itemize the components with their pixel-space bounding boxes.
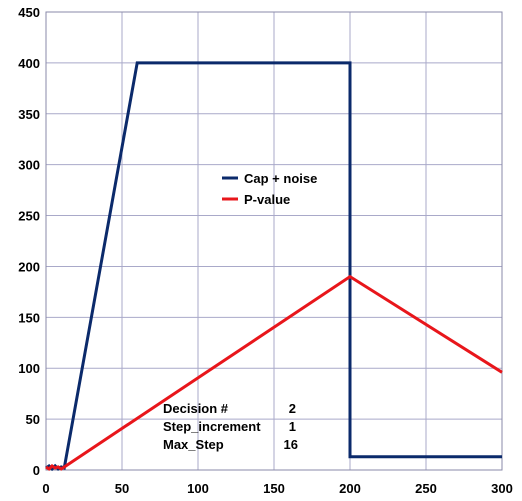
- legend-label-cap-noise: Cap + noise: [244, 171, 317, 186]
- x-tick-label-50: 50: [115, 481, 129, 496]
- y-tick-label-300: 300: [18, 158, 40, 173]
- annotation-value-max-step: 16: [284, 437, 298, 452]
- series-line-p-value: [45, 274, 503, 471]
- x-tick-label-250: 250: [415, 481, 437, 496]
- x-tick-label-150: 150: [263, 481, 285, 496]
- tick-labels: 0 50 100 150 200 250 300 0 50 100 150 200 250 300 350 4…: [18, 5, 513, 496]
- x-tick-label-200: 200: [339, 481, 361, 496]
- annotation-label-max-step: Max_Step: [163, 437, 224, 452]
- x-tick-label-300: 300: [491, 481, 513, 496]
- annotation-label-decision: Decision #: [163, 401, 229, 416]
- legend: Cap + noise P-value: [222, 171, 317, 207]
- annotation-block: Decision # 2 Step_increment 1 Max_Step 1…: [163, 401, 298, 452]
- series-lines: [45, 61, 503, 472]
- annotation-label-step-increment: Step_increment: [163, 419, 261, 434]
- y-tick-label-450: 450: [18, 5, 40, 20]
- y-tick-label-350: 350: [18, 107, 40, 122]
- y-tick-label-250: 250: [18, 209, 40, 224]
- y-tick-label-150: 150: [18, 310, 40, 325]
- y-tick-label-400: 400: [18, 56, 40, 71]
- y-tick-label-50: 50: [26, 412, 40, 427]
- grid: [45, 11, 503, 471]
- x-tick-label-0: 0: [42, 481, 49, 496]
- legend-label-p-value: P-value: [244, 192, 290, 207]
- annotation-value-step-increment: 1: [289, 419, 296, 434]
- annotation-value-decision: 2: [289, 401, 296, 416]
- x-tick-label-100: 100: [187, 481, 209, 496]
- y-tick-label-0: 0: [33, 463, 40, 478]
- y-tick-label-200: 200: [18, 259, 40, 274]
- plot-area-border: [45, 11, 503, 471]
- y-tick-label-100: 100: [18, 361, 40, 376]
